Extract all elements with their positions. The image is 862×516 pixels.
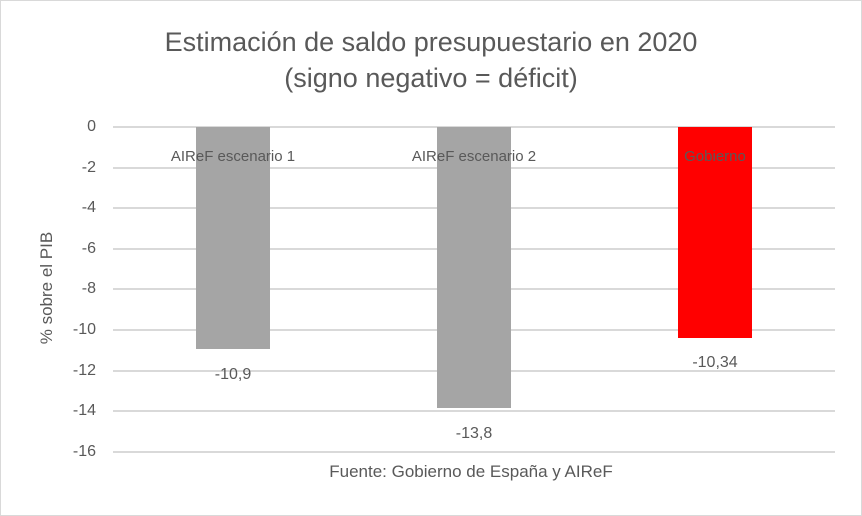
gridline-minus-16	[113, 451, 835, 453]
category-label-2: AIReF escenario 2	[411, 148, 537, 165]
y-tick-minus-8: -8	[81, 280, 96, 297]
bar-gobierno	[678, 127, 752, 338]
data-label-2: -13,8	[455, 425, 493, 442]
y-tick-0: 0	[87, 118, 96, 135]
y-tick-minus-12: -12	[72, 362, 96, 379]
y-tick-minus-4: -4	[81, 199, 96, 216]
gridline-minus-14	[113, 410, 835, 412]
chart-title: Estimación de saldo presupuestario en 20…	[0, 24, 862, 96]
chart-title-line1: Estimación de saldo presupuestario en 20…	[164, 27, 698, 57]
y-tick-minus-16: -16	[72, 443, 96, 460]
data-label-1: -10,9	[214, 366, 252, 383]
y-tick-minus-14: -14	[72, 402, 96, 419]
y-tick-minus-10: -10	[72, 321, 96, 338]
x-axis-source-label: Fuente: Gobierno de España y AIReF	[329, 462, 613, 481]
chart-subtitle: (signo negativo = déficit)	[284, 63, 578, 93]
bar-airef-escenario-2	[437, 127, 511, 408]
category-label-1: AIReF escenario 1	[170, 148, 296, 165]
y-tick-minus-2: -2	[81, 159, 96, 176]
data-label-3: -10,34	[692, 354, 738, 371]
y-tick-minus-6: -6	[81, 240, 96, 257]
category-label-3: Gobierno	[684, 148, 746, 165]
bar-airef-escenario-1	[196, 127, 270, 349]
